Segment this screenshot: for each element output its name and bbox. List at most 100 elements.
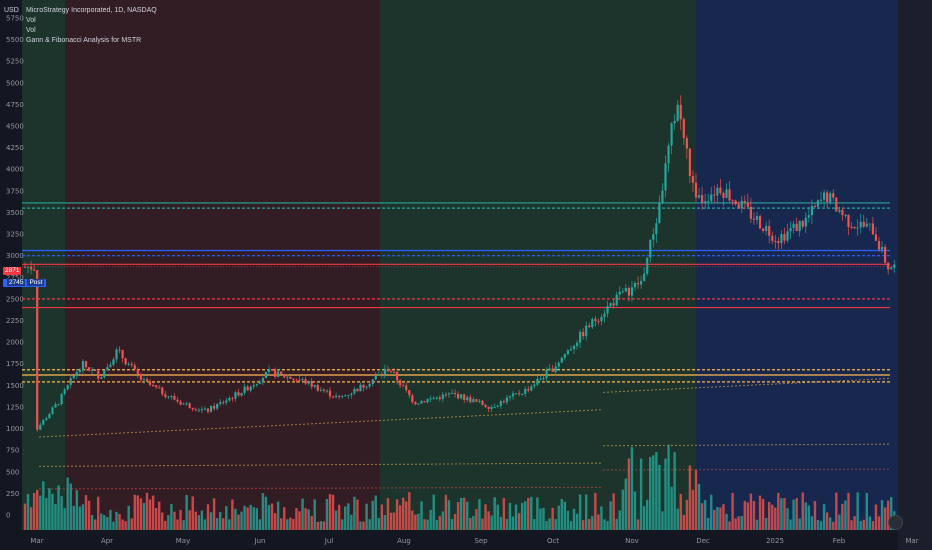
- fib-projection-dot: [531, 412, 533, 414]
- fib-projection-dot: [159, 488, 161, 490]
- volume-bar: [261, 493, 265, 530]
- candle-body: [835, 197, 838, 212]
- tradingview-logo-icon[interactable]: [888, 515, 903, 530]
- fib-projection-dot: [819, 381, 821, 383]
- fib-projection-dot: [387, 463, 389, 465]
- fib-projection-dot: [199, 428, 201, 430]
- volume-bar: [286, 519, 289, 530]
- volume-bar: [731, 492, 734, 530]
- candle-body: [222, 402, 225, 404]
- volume-bar: [164, 520, 167, 530]
- candle-body: [652, 234, 655, 240]
- fib-projection-dot: [635, 469, 637, 471]
- candle-body: [228, 398, 231, 401]
- candle-body: [267, 368, 271, 373]
- candle-body: [624, 288, 627, 292]
- fib-projection-dot: [751, 444, 753, 446]
- fib-projection-dot: [347, 463, 349, 466]
- candle-body: [396, 372, 399, 381]
- indicator-volume-1[interactable]: Vol: [26, 17, 36, 24]
- candle-body: [389, 371, 393, 373]
- fib-projection-dot: [59, 435, 61, 437]
- volume-bar: [688, 465, 692, 530]
- fib-projection-dot: [167, 465, 169, 467]
- y-axis-tick: 1500: [6, 382, 24, 390]
- volume-bar: [112, 521, 115, 530]
- volume-bar: [886, 500, 890, 530]
- fib-projection-dot: [783, 468, 785, 471]
- candle-body: [731, 200, 734, 202]
- volume-bar: [646, 499, 649, 530]
- candle-body: [453, 392, 457, 394]
- candle-body: [234, 392, 237, 399]
- fib-projection-dot: [807, 443, 809, 446]
- fib-projection-dot: [651, 444, 653, 447]
- fib-projection-dot: [307, 423, 309, 425]
- fib-projection-dot: [107, 488, 109, 490]
- volume-bar: [539, 508, 542, 530]
- fib-projection-dot: [167, 487, 169, 490]
- candle-body: [691, 176, 695, 183]
- volume-bar: [835, 492, 838, 530]
- fib-projection-dot: [507, 463, 509, 465]
- symbol-title[interactable]: MicroStrategy Incorporated, 1D, NASDAQ: [26, 7, 157, 14]
- candle-body: [758, 216, 762, 229]
- candle-body: [246, 386, 249, 391]
- candle-body: [884, 246, 887, 263]
- candle-body: [816, 200, 820, 207]
- volume-bar: [658, 464, 661, 530]
- fib-projection-dot: [99, 488, 101, 490]
- fib-projection-dot: [675, 444, 677, 446]
- fib-projection-dot: [287, 464, 289, 466]
- volume-bar: [191, 496, 194, 530]
- post-market-price-tag: 2745 Post: [3, 279, 47, 287]
- candle-body: [142, 379, 146, 381]
- volume-bar: [466, 501, 469, 530]
- fib-projection-dot: [427, 463, 429, 465]
- fib-projection-dot: [147, 431, 149, 433]
- candle-body: [444, 394, 447, 396]
- candle-body: [600, 316, 603, 322]
- volume-bar: [298, 511, 301, 530]
- fib-projection-dot: [759, 444, 761, 446]
- candle-body: [392, 371, 396, 373]
- candle-body: [682, 119, 685, 139]
- fib-projection-dot: [307, 464, 309, 466]
- fib-projection-dot: [263, 425, 265, 427]
- fib-projection-dot: [215, 464, 217, 466]
- candle-body: [545, 370, 548, 379]
- candle-body: [185, 403, 188, 405]
- volume-bar: [520, 502, 524, 530]
- candle-body: [182, 403, 185, 405]
- volume-bar: [23, 503, 27, 530]
- fib-projection-dot: [599, 462, 601, 464]
- fib-projection-dot: [143, 431, 145, 433]
- volume-bar: [755, 519, 759, 530]
- fib-projection-dot: [627, 390, 629, 392]
- indicator-gann-fib[interactable]: Gann & Fibonacci Analysis for MSTR: [26, 37, 142, 44]
- fib-projection-dot: [383, 463, 385, 465]
- fib-projection-dot: [151, 488, 153, 490]
- candle-body: [386, 368, 390, 372]
- fib-projection-dot: [287, 487, 289, 489]
- fib-projection-dot: [863, 443, 865, 445]
- fib-projection-dot: [219, 487, 221, 490]
- fib-projection-dot: [487, 487, 489, 489]
- volume-bar: [84, 495, 88, 530]
- fib-projection-dot: [471, 415, 473, 417]
- fib-projection-dot: [835, 443, 837, 446]
- volume-bar: [780, 498, 783, 530]
- candle-body: [566, 350, 569, 355]
- fib-projection-dot: [343, 487, 345, 489]
- volume-bar: [774, 507, 777, 530]
- volume-bar: [353, 496, 356, 530]
- fib-projection-dot: [459, 487, 461, 489]
- fib-projection-dot: [135, 465, 137, 467]
- fib-projection-dot: [703, 469, 705, 471]
- fib-projection-dot: [251, 487, 253, 489]
- volume-bar: [636, 519, 640, 530]
- indicator-volume-2[interactable]: Vol: [26, 27, 36, 34]
- volume-bar: [777, 492, 780, 530]
- volume-bar: [810, 516, 814, 530]
